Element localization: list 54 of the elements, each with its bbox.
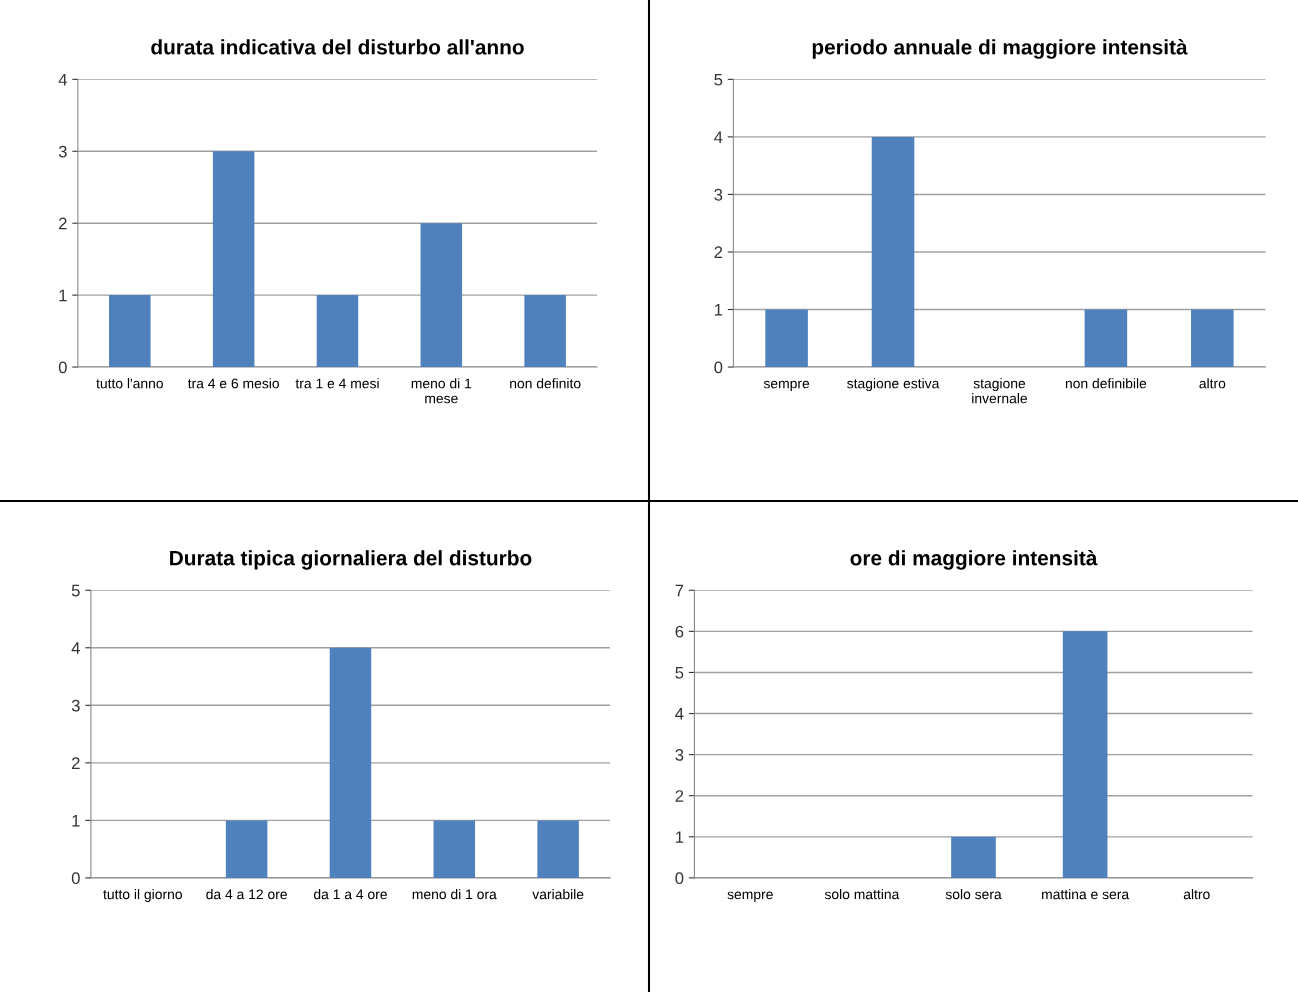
y-tick-label: 3 (58, 145, 67, 158)
x-tick-label: altro (1183, 889, 1210, 900)
chart-title: ore di maggiore intensità (850, 549, 1098, 570)
x-tick-label: mattina e sera (1042, 889, 1130, 900)
x-tick-label: tutto l'anno (96, 378, 163, 389)
x-tick-label: da 4 a 12 ore (206, 889, 287, 900)
x-tick-label: tra 4 e 6 mesio (187, 378, 279, 389)
bar (316, 295, 359, 368)
x-tick-label: non definibile (1065, 378, 1147, 389)
y-tick-label: 1 (72, 814, 80, 827)
y-tick-label: 0 (58, 361, 67, 374)
x-tick-label: stagione invernale (972, 378, 1028, 404)
y-tick-label: 0 (675, 872, 684, 885)
bar (420, 223, 463, 368)
x-tick-label: meno di 1 ora (412, 889, 497, 900)
x-tick-label: solo sera (945, 889, 1002, 900)
x-tick-label: tra 1 e 4 mesi (295, 378, 379, 389)
y-tick-label: 5 (71, 584, 80, 597)
y-tick-label: 3 (675, 749, 684, 761)
x-tick-label: meno di 1 mese (411, 378, 472, 404)
y-tick-label: 6 (675, 625, 684, 638)
x-tick-label: tutto il giorno (103, 889, 182, 902)
y-tick-label: 5 (714, 73, 723, 86)
x-tick-label: altro (1199, 378, 1226, 389)
y-tick-label: 1 (59, 289, 67, 302)
y-tick-label: 2 (714, 246, 723, 259)
y-tick-label: 4 (58, 73, 67, 86)
y-tick-label: 7 (675, 584, 684, 597)
x-tick-label: stagione estiva (847, 378, 940, 392)
y-tick-label: 2 (59, 217, 67, 230)
y-tick-label: 4 (714, 131, 723, 143)
chart-title: Durata tipica giornaliera del disturbo (170, 550, 532, 570)
x-tick-label: da 1 a 4 ore (313, 889, 387, 900)
y-tick-label: 0 (714, 361, 723, 374)
y-tick-label: 4 (71, 642, 80, 654)
x-tick-label: non definito (510, 378, 581, 389)
y-tick-label: 1 (676, 831, 684, 843)
y-tick-label: 2 (675, 790, 684, 802)
chart-title: periodo annuale di maggiore intensità (812, 39, 1188, 59)
y-tick-label: 5 (675, 667, 684, 679)
x-tick-label: sempre (763, 380, 810, 392)
y-tick-label: 2 (72, 757, 80, 769)
bar (524, 295, 566, 368)
x-tick-label: variabile (532, 889, 584, 900)
y-tick-label: 0 (71, 872, 80, 885)
y-tick-label: 1 (714, 304, 723, 316)
chart-title: durata indicativa del disturbo all'anno (151, 39, 524, 55)
x-tick-label: solo mattina (824, 889, 900, 900)
bar (109, 295, 151, 368)
y-tick-label: 4 (675, 708, 684, 720)
bar (212, 151, 255, 368)
x-tick-label: sempre (727, 891, 773, 902)
y-tick-label: 3 (71, 699, 80, 712)
y-tick-label: 3 (714, 188, 723, 201)
